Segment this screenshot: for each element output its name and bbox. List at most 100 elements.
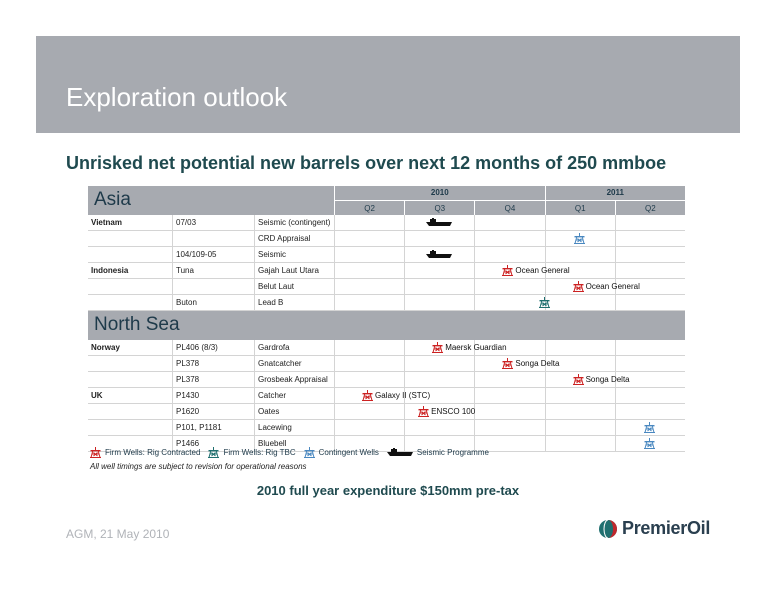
prospect-cell: Belut Laut	[254, 279, 334, 294]
quarter-cell	[404, 231, 474, 246]
quarter-cell	[614, 420, 685, 435]
rig-tbc-icon	[208, 446, 220, 458]
exploration-schedule-table: Asia 2010 2011 Q2 Q3 Q4 Q1 Q2 Vietnam 07/03 Seismi…	[88, 186, 685, 452]
block-cell	[172, 279, 254, 294]
prospect-cell: Oates	[254, 404, 334, 419]
table-row: Belut Laut Ocean General	[88, 279, 685, 295]
prospect-cell: Grosbeak Appraisal	[254, 372, 334, 387]
timeline-marker: Ocean General	[502, 264, 570, 277]
quarter-header: Q4	[474, 200, 545, 215]
premier-oil-logo: PremierOil	[598, 518, 710, 539]
rig-contracted-icon	[572, 281, 584, 292]
block-cell: 104/109-05	[172, 247, 254, 262]
quarter-cell	[334, 295, 404, 310]
legend-item-contingent: Contingent Wells	[303, 446, 379, 458]
quarter-cell	[334, 404, 404, 419]
headline: Unrisked net potential new barrels over …	[66, 153, 667, 173]
timeline-marker	[426, 216, 454, 229]
timeline-marker: Maersk Guardian	[432, 341, 507, 354]
quarter-cell	[474, 215, 544, 230]
slide-title: Exploration outlook	[66, 82, 288, 112]
expenditure-summary: 2010 full year expenditure $150mm pre-ta…	[256, 483, 520, 498]
quarter-cell	[474, 404, 544, 419]
legend-label: Contingent Wells	[318, 447, 379, 457]
table-row: UK P1430 Catcher Galaxy II (STC)	[88, 388, 685, 404]
table-row: 104/109-05 Seismic	[88, 247, 685, 263]
quarter-cell	[544, 356, 615, 371]
quarter-cell	[474, 263, 544, 278]
rig-contracted-icon	[362, 390, 373, 401]
country-cell	[88, 279, 172, 294]
block-cell: P101, P1181	[172, 420, 254, 435]
quarter-cell	[474, 340, 544, 355]
contingent-well-icon	[574, 233, 586, 244]
year-header: 2010	[334, 186, 545, 200]
seismic-ship-icon	[386, 447, 413, 456]
block-cell: 07/03	[172, 215, 254, 230]
quarter-cell	[334, 436, 404, 451]
table-row: P1620 Oates ENSCO 100	[88, 404, 685, 420]
rig-contracted-icon	[432, 342, 444, 353]
quarter-cell	[544, 436, 615, 451]
block-cell: P1466	[172, 436, 254, 451]
country-cell	[88, 404, 172, 419]
rig-name-label: Galaxy II (STC)	[375, 391, 431, 400]
quarter-cell	[614, 404, 685, 419]
quarter-cell	[334, 231, 404, 246]
quarter-header: Q2	[334, 200, 405, 215]
rig-name-label: Songa Delta	[515, 359, 560, 368]
quarter-cell	[334, 215, 404, 230]
quarter-cell	[404, 247, 474, 262]
legend-item-seismic: Seismic Programme	[386, 447, 489, 457]
quarter-cell	[334, 263, 404, 278]
quarter-cell	[404, 420, 474, 435]
timeline-marker: Songa Delta	[572, 373, 630, 386]
prospect-cell: Catcher	[254, 388, 334, 403]
timeline-marker	[426, 248, 454, 261]
table-row: PL378 Gnatcatcher Songa Delta	[88, 356, 685, 372]
prospect-cell: Bluebell	[254, 436, 334, 451]
quarter-cell	[614, 231, 685, 246]
block-cell: P1620	[172, 404, 254, 419]
quarter-cell	[404, 388, 474, 403]
seismic-ship-icon	[426, 218, 453, 226]
table-row: PL378 Grosbeak Appraisal Songa Delta	[88, 372, 685, 388]
quarter-cell	[544, 340, 615, 355]
table-row: Buton Lead B	[88, 295, 685, 311]
quarter-cell	[614, 263, 685, 278]
quarter-cell	[474, 388, 544, 403]
rig-contracted-icon	[90, 446, 101, 458]
quarter-cell	[334, 356, 404, 371]
quarter-cell	[544, 372, 615, 387]
quarter-cell	[334, 247, 404, 262]
quarter-cell	[614, 247, 685, 262]
quarter-cell	[474, 372, 544, 387]
quarter-cell	[404, 340, 474, 355]
prospect-cell: Lead B	[254, 295, 334, 310]
quarter-cell	[474, 356, 544, 371]
block-cell: Buton	[172, 295, 254, 310]
quarter-cell	[544, 247, 615, 262]
quarter-cell	[614, 279, 685, 294]
timeline-marker	[539, 296, 552, 309]
rig-contracted-icon	[572, 374, 584, 385]
block-cell: PL378	[172, 356, 254, 371]
country-cell	[88, 295, 172, 310]
quarter-cell	[404, 436, 474, 451]
block-cell: PL378	[172, 372, 254, 387]
legend-item-rig-tbc: Firm Wells: Rig TBC	[208, 446, 296, 458]
footer-date: AGM, 21 May 2010	[66, 527, 170, 541]
quarter-cell	[544, 279, 615, 294]
legend-label: Firm Wells: Rig TBC	[223, 447, 296, 457]
rig-name-label: Maersk Guardian	[445, 343, 507, 352]
prospect-cell: Seismic	[254, 247, 334, 262]
prospect-cell: Gardrofa	[254, 340, 334, 355]
quarter-cell	[614, 340, 685, 355]
seismic-ship-icon	[426, 250, 453, 258]
country-cell	[88, 247, 172, 262]
block-cell: PL406 (8/3)	[172, 340, 254, 355]
rig-contracted-icon	[502, 358, 514, 369]
table-row: P1466 Bluebell	[88, 436, 685, 452]
quarter-cell	[614, 436, 685, 451]
quarter-cell	[474, 279, 544, 294]
